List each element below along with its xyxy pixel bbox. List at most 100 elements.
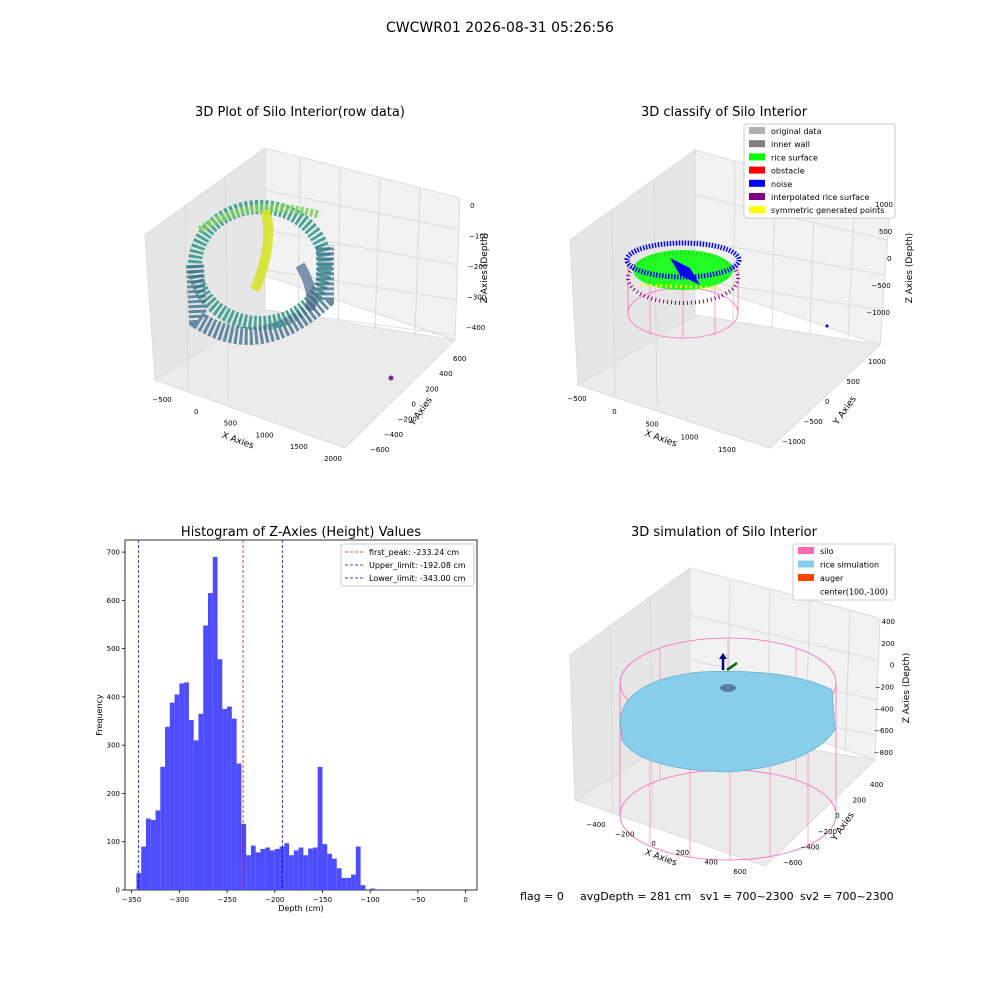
histogram-bars xyxy=(136,556,375,890)
histogram-xtick-label: −300 xyxy=(170,896,189,904)
histogram-bar xyxy=(203,625,208,890)
panel-simulation: 3D simulation of Silo Interior xyxy=(568,525,912,876)
histogram-legend-label: Upper_limit: -192.08 cm xyxy=(369,561,466,570)
histogram-bar xyxy=(184,682,189,890)
panel2-x-tick-label: 0 xyxy=(612,408,616,416)
histogram-bar xyxy=(145,818,151,890)
panel1-z-tick-label: −400 xyxy=(466,324,485,332)
histogram-bar xyxy=(274,848,280,890)
panel2-z-tick-label: 1000 xyxy=(875,201,893,209)
panel-classify: 3D classify of Silo Interior xyxy=(567,105,915,454)
panel1-grid xyxy=(184,157,461,399)
panel4-z-tick-label: 0 xyxy=(890,662,894,670)
panel4-legend-swatch xyxy=(798,574,814,581)
footer-flag: flag = 0 xyxy=(520,890,564,903)
panel4-x-tick-label: 600 xyxy=(733,868,746,876)
panel4-z-tick-label: −400 xyxy=(874,705,893,713)
panel4-xlabel: X Axies xyxy=(643,848,678,869)
footer-sv1: sv1 = 700~2300 xyxy=(700,890,794,903)
histogram-bar xyxy=(293,850,299,890)
histogram-bar xyxy=(312,847,318,890)
panel2-title: 3D classify of Silo Interior xyxy=(641,105,808,120)
panel2-legend-label: interpolated rice surface xyxy=(771,193,869,202)
panel1-x-tick-label: 1500 xyxy=(290,443,308,451)
histogram-xtick-label: 0 xyxy=(463,896,467,904)
histogram-bar xyxy=(231,718,237,890)
panel4-legend-label: rice simulation xyxy=(820,561,879,570)
panel4-y-tick-label: −400 xyxy=(800,843,819,851)
panel4-z-tick-label: −200 xyxy=(875,684,894,692)
panel2-point-cloud xyxy=(624,240,829,339)
panel1-z-tick-label: −200 xyxy=(468,263,487,271)
panel1-x-tick-label: 500 xyxy=(224,420,237,428)
histogram-bar xyxy=(332,858,337,890)
panel2-ylabel: Y Axies xyxy=(831,394,859,427)
panel4-zlabel: Z Axies (Depth) xyxy=(902,653,912,724)
panel1-y-tick-label: 0 xyxy=(412,401,416,409)
histogram-xlabel: Depth (cm) xyxy=(278,904,323,913)
panel4-z-tick-label: −800 xyxy=(874,749,893,757)
panel2-legend-swatch xyxy=(749,153,765,161)
panel1-x-tick-label: 2000 xyxy=(324,455,342,463)
panel2-z-tick-label: 500 xyxy=(879,228,892,236)
panel2-y-tick-label: −500 xyxy=(804,418,823,426)
panel1-zlabel: Z Axies (Depth) xyxy=(480,233,490,304)
histogram-bar xyxy=(188,720,194,890)
panel2-legend-swatch xyxy=(749,179,765,187)
footer-avg-depth: avgDepth = 281 cm xyxy=(580,890,691,903)
histogram-xtick-label: −150 xyxy=(313,896,332,904)
histogram-legend: first_peak: -233.24 cm Upper_limit: -192.… xyxy=(340,543,475,587)
histogram-bar xyxy=(317,766,323,890)
panel1-y-tick-label: −600 xyxy=(370,446,389,454)
histogram-bar xyxy=(241,823,247,890)
histogram-xticks: −350 −300 −250 −200 −150 −100 −50 0 xyxy=(122,890,468,904)
histogram-bar xyxy=(227,706,232,890)
histogram-ytick-label: 300 xyxy=(107,742,120,750)
panel2-legend-label: obstacle xyxy=(771,167,805,176)
panel4-x-tick-label: 0 xyxy=(651,840,655,848)
histogram-bar xyxy=(260,848,266,890)
histogram-xtick-label: −100 xyxy=(361,896,380,904)
panel2-legend-label: inner wall xyxy=(771,140,810,149)
histogram-bar xyxy=(198,713,204,890)
panel1-x-tick-label: 0 xyxy=(194,408,198,416)
panel4-legend-label: auger xyxy=(820,574,844,583)
histogram-ytick-label: 0 xyxy=(116,887,120,895)
histogram-bar xyxy=(346,877,352,890)
panel1-xlabel: X Axies xyxy=(220,431,255,452)
histogram-ytick-label: 200 xyxy=(107,790,120,798)
panel4-title: 3D simulation of Silo Interior xyxy=(631,525,818,540)
status-footer: flag = 0 avgDepth = 281 cm sv1 = 700~230… xyxy=(520,890,894,903)
histogram-bar xyxy=(222,708,228,890)
panel3-title: Histogram of Z-Axies (Height) Values xyxy=(181,525,421,540)
histogram-legend-label: Lower_limit: -343.00 cm xyxy=(369,574,466,583)
panel4-x-tick-label: 400 xyxy=(705,859,718,867)
histogram-bar xyxy=(207,593,213,890)
panel2-y-tick-label: 0 xyxy=(825,398,829,406)
histogram-bar xyxy=(169,702,175,890)
histogram-bar xyxy=(265,847,270,890)
panel1-floor-pane xyxy=(153,309,457,449)
panel4-silo-model xyxy=(619,637,837,861)
panel4-legend-swatch xyxy=(798,560,814,568)
panel2-legend-label: rice surface xyxy=(771,153,818,162)
histogram-legend-label: first_peak: -233.24 cm xyxy=(369,548,459,557)
histogram-ytick-label: 100 xyxy=(107,838,120,846)
panel2-z-tick-label: −500 xyxy=(872,282,891,290)
histogram-bar xyxy=(284,843,290,890)
histogram-bar xyxy=(289,855,294,890)
panel2-x-tick-label: 1500 xyxy=(718,446,736,454)
panel2-xlabel: X Axies xyxy=(643,429,678,450)
panel2-y-tick-label: 1000 xyxy=(868,358,886,366)
histogram-yticks: 0 100 200 300 400 500 600 700 xyxy=(107,549,125,895)
panel4-z-tick-label: 400 xyxy=(882,618,895,626)
histogram-bar xyxy=(279,846,285,890)
panel4-x-tick-label: 200 xyxy=(676,849,689,857)
histogram-bar xyxy=(336,868,342,890)
histogram-bar xyxy=(193,740,199,890)
histogram-bar xyxy=(351,874,356,890)
panel1-z-tick-label: −300 xyxy=(467,294,486,302)
panel-raw-data: 3D Plot of Silo Interior(row data) X Axi… xyxy=(143,105,490,463)
histogram-ytick-label: 500 xyxy=(107,645,120,653)
panel2-y-tick-label: 500 xyxy=(847,378,860,386)
